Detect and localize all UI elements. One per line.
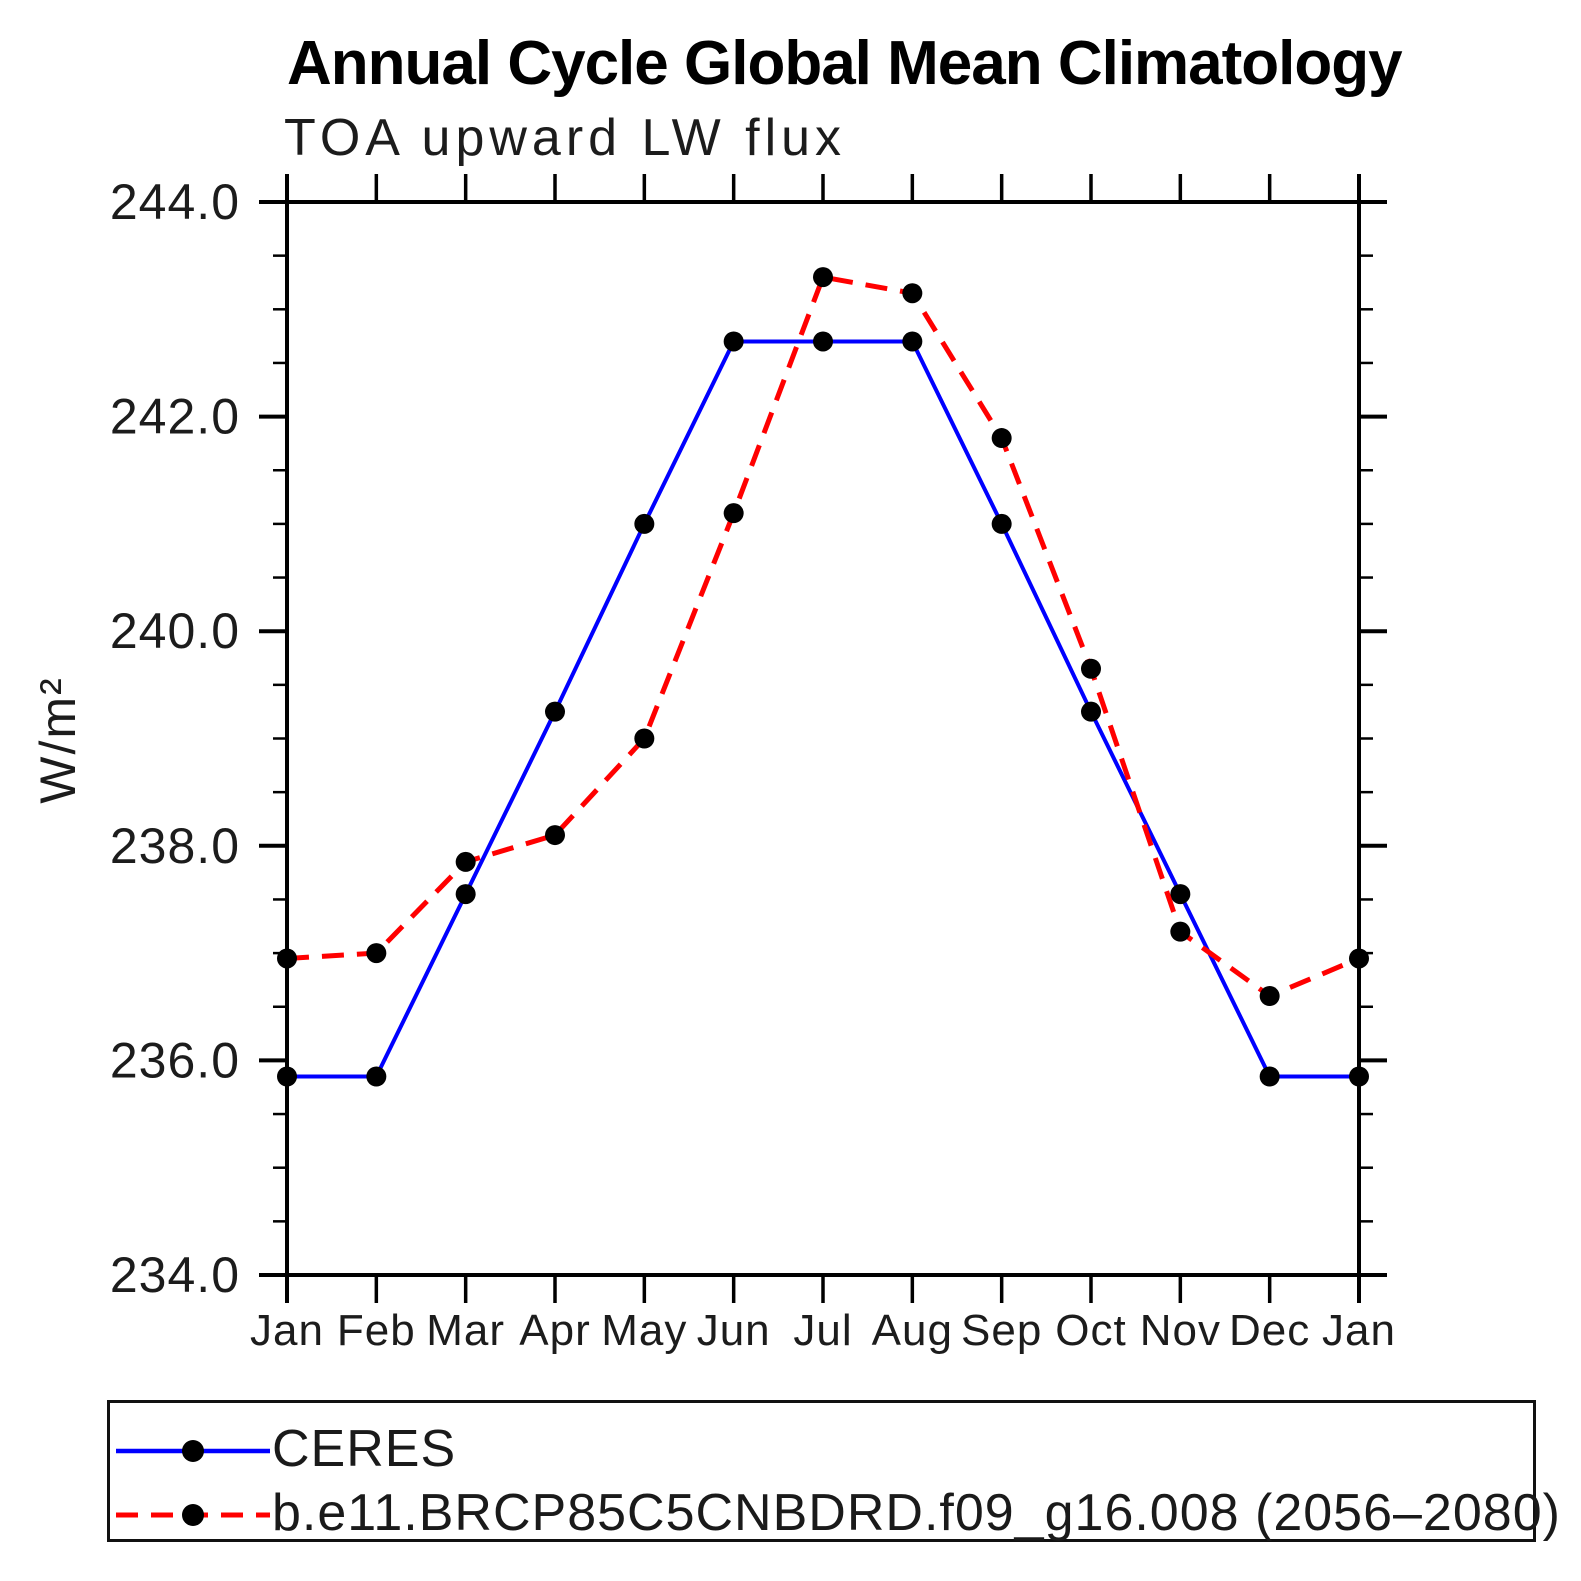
data-point-marker bbox=[991, 428, 1012, 449]
legend-item: CERES bbox=[114, 1421, 456, 1481]
x-tick-label: Jun bbox=[697, 1306, 771, 1355]
series-line-0 bbox=[287, 339, 1359, 1079]
x-tick-label: Feb bbox=[337, 1306, 416, 1355]
y-tick-label: 234.0 bbox=[110, 1247, 240, 1303]
legend-label: CERES bbox=[272, 1420, 457, 1478]
data-point-marker bbox=[634, 728, 655, 749]
y-tick-label: 240.0 bbox=[110, 603, 240, 659]
y-tick-label: 236.0 bbox=[110, 1032, 240, 1088]
legend-line-sample bbox=[116, 1440, 270, 1462]
x-tick-label: Jan bbox=[1322, 1306, 1396, 1355]
data-point-marker bbox=[902, 331, 923, 352]
data-point-marker bbox=[455, 851, 476, 872]
legend-marker bbox=[182, 1504, 204, 1526]
data-point-marker bbox=[277, 948, 297, 969]
x-tick-label: Apr bbox=[519, 1306, 590, 1355]
data-point-marker bbox=[1081, 701, 1101, 722]
x-tick-label: May bbox=[601, 1306, 687, 1355]
x-tick-label: Jan bbox=[250, 1306, 324, 1355]
x-tick-label: Nov bbox=[1140, 1306, 1221, 1355]
chart-title: Annual Cycle Global Mean Climatology bbox=[287, 29, 1403, 98]
data-point-marker bbox=[1170, 921, 1191, 942]
data-point-marker bbox=[813, 267, 833, 288]
chart-subtitle: TOA upward LW flux bbox=[284, 109, 847, 167]
data-point-marker bbox=[902, 283, 923, 304]
data-point-marker bbox=[723, 503, 744, 524]
data-point-marker bbox=[1170, 884, 1191, 905]
data-point-marker bbox=[545, 701, 565, 722]
data-point-marker bbox=[723, 331, 744, 352]
data-point-marker bbox=[991, 513, 1012, 534]
data-point-marker bbox=[1259, 1066, 1280, 1087]
legend-line-sample bbox=[116, 1504, 270, 1526]
data-point-marker bbox=[1349, 1066, 1369, 1087]
x-tick-label: Sep bbox=[961, 1306, 1042, 1355]
x-tick-label: Mar bbox=[426, 1306, 505, 1355]
data-point-marker bbox=[1349, 948, 1369, 969]
y-tick-label: 242.0 bbox=[110, 389, 240, 445]
data-point-marker bbox=[277, 1066, 297, 1087]
data-point-marker bbox=[1259, 986, 1280, 1007]
x-tick-label: Jul bbox=[793, 1306, 852, 1355]
data-point-marker bbox=[366, 1066, 387, 1087]
data-point-marker bbox=[455, 884, 476, 905]
data-point-marker bbox=[813, 331, 833, 352]
x-tick-label: Dec bbox=[1229, 1306, 1310, 1355]
y-tick-label: 238.0 bbox=[110, 818, 240, 874]
data-point-marker bbox=[634, 513, 655, 534]
x-tick-label: Oct bbox=[1055, 1306, 1126, 1355]
data-point-marker bbox=[366, 943, 387, 964]
data-point-marker bbox=[545, 825, 565, 846]
data-point-marker bbox=[1081, 658, 1101, 679]
legend-item: b.e11.BRCP85C5CNBDRD.f09_g16.008 (2056–2… bbox=[114, 1485, 1561, 1545]
series-line-1 bbox=[286, 274, 1360, 999]
legend-marker bbox=[182, 1440, 204, 1462]
x-tick-label: Aug bbox=[872, 1306, 953, 1355]
legend-box: CERES b.e11.BRCP85C5CNBDRD.f09_g16.008 (2… bbox=[107, 1400, 1560, 1542]
y-tick-label: 244.0 bbox=[110, 174, 240, 230]
legend-label: b.e11.BRCP85C5CNBDRD.f09_g16.008 (2056–2… bbox=[272, 1484, 1561, 1542]
